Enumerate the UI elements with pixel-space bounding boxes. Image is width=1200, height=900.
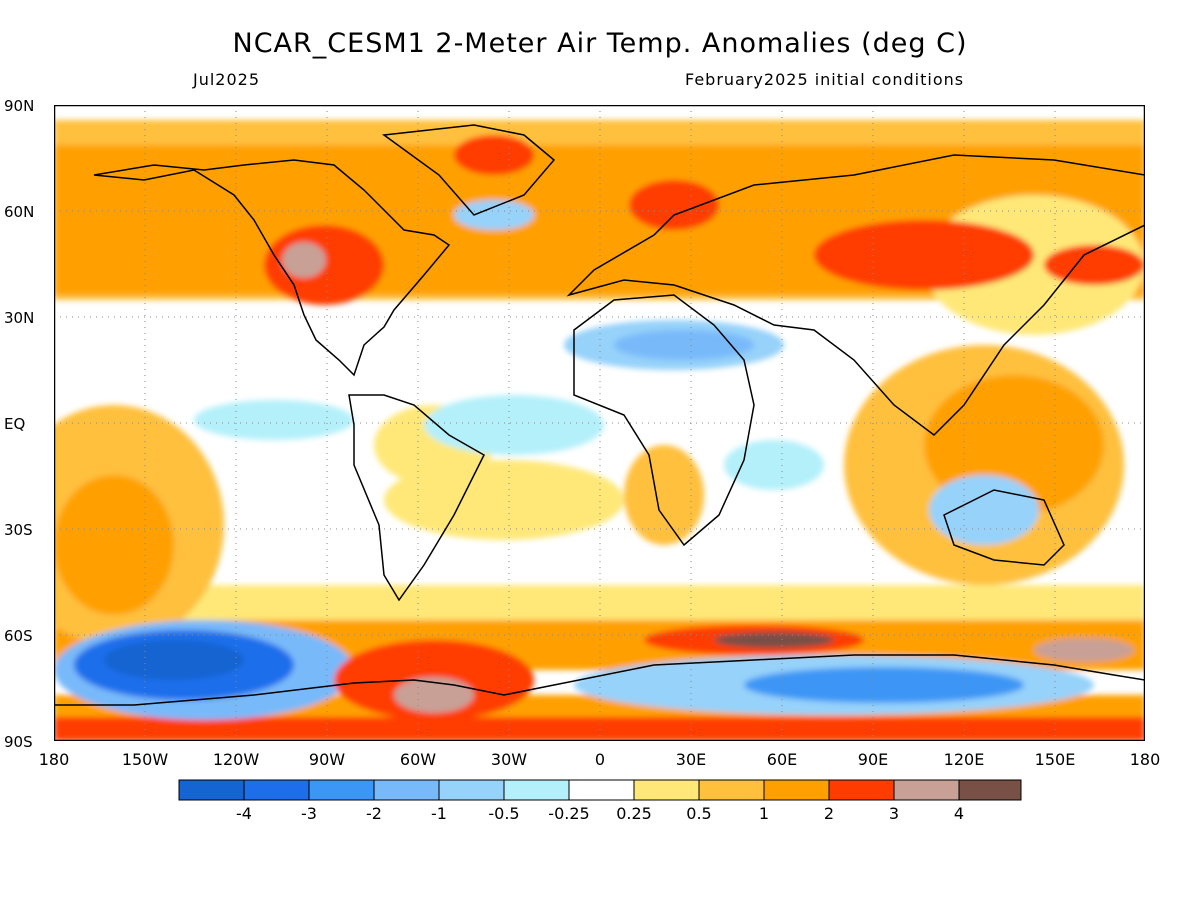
colorbar-label: 0.25 <box>616 804 652 823</box>
anomaly-patch <box>1034 638 1134 662</box>
colorbar-swatch <box>373 779 440 801</box>
anomaly-patch <box>614 330 754 360</box>
lon-label-60w: 60W <box>399 750 437 769</box>
anomaly-patch <box>384 460 624 540</box>
lat-label-30n: 30N <box>4 309 35 327</box>
colorbar-label: -0.25 <box>548 804 590 823</box>
lon-label-90w: 90W <box>308 750 346 769</box>
lon-label-150e: 150E <box>1034 750 1076 769</box>
lat-lon-grid <box>54 105 1145 741</box>
colorbar-label: 4 <box>953 804 965 823</box>
lat-label-30s: 30S <box>4 521 33 539</box>
anomaly-patch <box>104 640 244 680</box>
lon-label-60e: 60E <box>766 750 798 769</box>
anomaly-patch <box>424 395 604 455</box>
anomaly-patch <box>814 220 1034 290</box>
colorbar-swatch <box>633 779 700 801</box>
colorbar-swatch <box>178 779 245 801</box>
colorbar-label: -3 <box>301 804 317 823</box>
anomaly-patch <box>54 475 174 615</box>
colorbar-swatch <box>958 779 1022 801</box>
lon-label-150w: 150W <box>121 750 169 769</box>
colorbar-label: 0.5 <box>686 804 712 823</box>
lat-label-eq: EQ <box>4 415 26 433</box>
colorbar-swatch <box>698 779 765 801</box>
colorbar-swatch <box>568 779 635 801</box>
lon-label-120w: 120W <box>212 750 260 769</box>
lon-label-0: 0 <box>594 750 606 769</box>
anomaly-patch <box>282 242 326 278</box>
colorbar-label: 3 <box>888 804 900 823</box>
lat-label-60n: 60N <box>4 203 35 221</box>
anomaly-patch <box>744 667 1024 703</box>
colorbar-label: -1 <box>431 804 447 823</box>
anomaly-patch <box>1044 245 1144 285</box>
anomaly-patch <box>714 632 834 648</box>
anomaly-patch <box>929 475 1039 545</box>
colorbar-swatch <box>503 779 570 801</box>
colorbar-label: 2 <box>823 804 835 823</box>
map-title: NCAR_CESM1 2-Meter Air Temp. Anomalies (… <box>232 28 968 59</box>
colorbar-swatch <box>893 779 960 801</box>
lat-label-90n: 90N <box>4 97 35 115</box>
lon-label-180e: 180 <box>1129 750 1161 769</box>
colorbar-swatch <box>828 779 895 801</box>
map-frame <box>54 105 1145 741</box>
valid-month-label: Jul2025 <box>193 70 261 89</box>
anomaly-patch <box>624 445 704 545</box>
anomaly-patch <box>454 135 534 175</box>
lon-label-90e: 90E <box>857 750 889 769</box>
coastlines <box>54 124 1145 706</box>
lon-label-30w: 30W <box>490 750 528 769</box>
colorbar-swatch <box>763 779 830 801</box>
lat-label-60s: 60S <box>4 627 33 645</box>
anomaly-patch <box>724 440 824 490</box>
temperature-anomaly-map <box>54 105 1145 741</box>
anomaly-patch <box>454 200 534 230</box>
anomaly-patch <box>629 180 719 230</box>
colorbar-swatch <box>308 779 375 801</box>
colorbar-label: 1 <box>758 804 770 823</box>
colorbar <box>178 779 1023 807</box>
anomaly-patch <box>394 677 474 713</box>
lon-label-120e: 120E <box>943 750 985 769</box>
anomaly-patch <box>194 400 354 440</box>
lon-label-30e: 30E <box>675 750 707 769</box>
colorbar-swatch <box>243 779 310 801</box>
colorbar-label: -2 <box>366 804 382 823</box>
anomaly-patch <box>254 325 494 395</box>
colorbar-swatch <box>438 779 505 801</box>
colorbar-label: -4 <box>236 804 252 823</box>
lon-label-180w: 180 <box>38 750 70 769</box>
lat-label-90s: 90S <box>4 733 33 751</box>
initial-conditions-label: February2025 initial conditions <box>685 70 965 89</box>
colorbar-label: -0.5 <box>488 804 520 823</box>
